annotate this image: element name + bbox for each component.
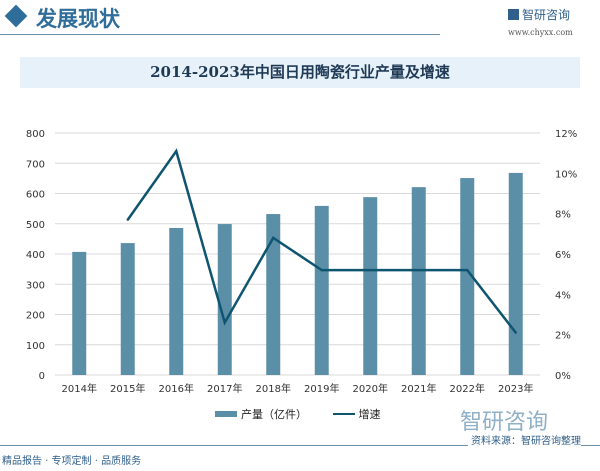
chart: 0 100 200 300 400 500 600 700 800 0% 2% 4% 6% 8% 10% 12… (26, 129, 577, 395)
left-tick-label: 300 (26, 280, 45, 291)
bar (266, 214, 281, 375)
right-tick-label: 6% (555, 250, 571, 261)
watermark-logo: 智研咨询 (460, 410, 549, 435)
bar (460, 178, 475, 375)
brand-name: 智研咨询 (522, 8, 571, 22)
legend: 产量（亿件） 增速 (215, 406, 381, 422)
left-tick-label: 400 (26, 250, 45, 261)
growth-point (320, 268, 323, 272)
bar (169, 227, 184, 375)
x-tick-label: 2016年 (159, 382, 194, 395)
x-tick-label: 2015年 (110, 382, 145, 395)
x-tick-label: 2023年 (498, 382, 533, 395)
brand-logo: 智研咨询 (508, 6, 570, 23)
bar (120, 243, 135, 375)
growth-point (514, 331, 517, 334)
x-tick-label: 2020年 (353, 382, 388, 395)
bar (72, 251, 87, 375)
growth-point (466, 268, 469, 272)
left-tick-label: 100 (26, 341, 45, 352)
x-tick-label: 2018年 (256, 382, 291, 395)
right-tick-label: 10% (555, 169, 577, 180)
logo-icon (508, 9, 519, 20)
left-tick-label: 800 (26, 129, 45, 140)
bar (363, 197, 378, 375)
left-tick-label: 0 (39, 371, 45, 382)
x-tick-label: 2017年 (207, 382, 242, 395)
source-note: 资料来源：智研咨询整理 (468, 432, 581, 447)
brand-url: www.chyxx.com (508, 28, 573, 37)
left-tick-label: 700 (26, 159, 45, 170)
bar (314, 205, 329, 375)
right-tick-label: 0% (555, 371, 571, 382)
growth-point (369, 268, 372, 272)
legend-line-swatch (332, 413, 355, 415)
x-tick-label: 2021年 (401, 382, 436, 395)
left-tick-label: 200 (26, 311, 45, 322)
x-tick-label: 2014年 (62, 382, 97, 395)
footer-divider (0, 445, 600, 446)
right-tick-label: 12% (555, 129, 577, 140)
bar (411, 187, 426, 375)
x-tick-label: 2019年 (304, 382, 339, 395)
section-title: 发展现状 (36, 6, 120, 31)
chart-title: 2014-2023年中国日用陶瓷行业产量及增速 (20, 57, 580, 88)
legend-bar-swatch (215, 411, 237, 417)
growth-point (417, 268, 420, 272)
right-tick-label: 8% (555, 210, 571, 221)
bar (217, 224, 232, 375)
right-tick-label: 2% (555, 331, 571, 342)
growth-point (126, 218, 129, 221)
left-tick-label: 500 (26, 220, 45, 231)
x-tick-label: 2022年 (450, 382, 485, 395)
footer-slogan: 精品报告 · 专项定制 · 品质服务 (2, 456, 142, 467)
growth-point (223, 321, 226, 324)
right-tick-label: 4% (555, 290, 571, 301)
legend-line-label: 增速 (358, 408, 381, 421)
left-tick-label: 600 (26, 190, 45, 201)
bar (508, 172, 523, 375)
legend-bar-label: 产量（亿件） (241, 408, 307, 421)
header-divider (0, 34, 440, 35)
growth-point (272, 236, 275, 240)
growth-point (175, 149, 178, 153)
